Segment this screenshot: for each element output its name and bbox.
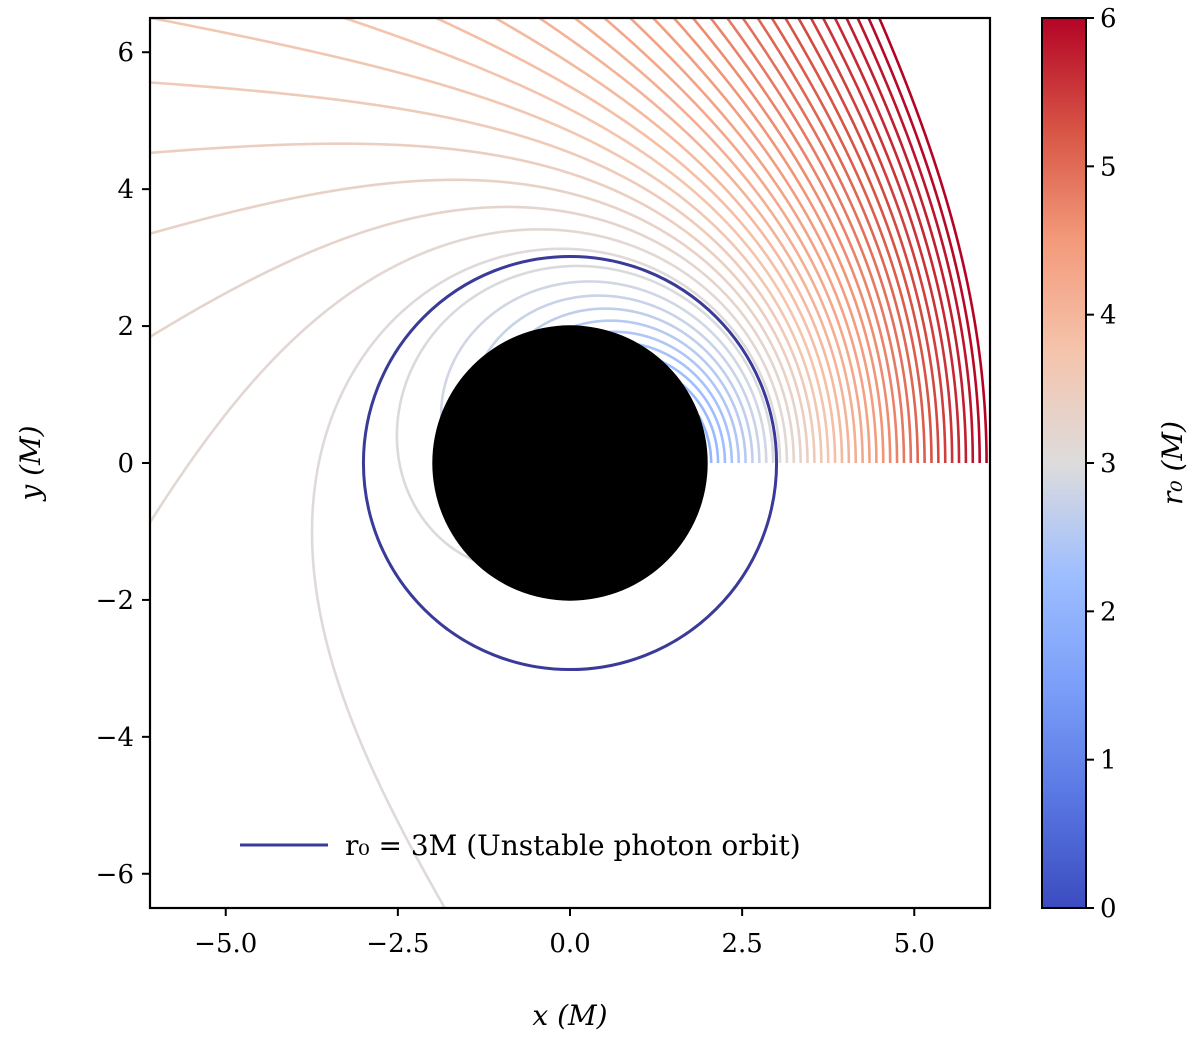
- geodesic-line: [651, 18, 878, 463]
- x-tick-label: −2.5: [366, 929, 429, 959]
- geodesic-line: [602, 18, 864, 463]
- geodesic-line: [725, 18, 906, 463]
- photon-orbit-circle: [361, 254, 779, 672]
- geodesic-line: [697, 414, 713, 463]
- geodesic-line: [741, 18, 913, 463]
- y-tick-label: −2: [96, 586, 134, 616]
- colorbar-tick-label: 6: [1100, 4, 1117, 34]
- geodesic-line: [856, 18, 975, 463]
- y-axis-ticks: −6 −4 −2 0 2 4 6: [96, 38, 150, 890]
- x-tick-label: 5.0: [894, 929, 935, 959]
- geodesic-line: [636, 342, 734, 463]
- geodesic-line: [484, 294, 761, 463]
- geodesic-line: [844, 18, 968, 463]
- geodesic-line: [681, 383, 720, 463]
- geodesic-line: [150, 81, 816, 464]
- colorbar-tick-label: 5: [1100, 152, 1117, 182]
- y-tick-label: −4: [96, 723, 134, 753]
- geodesic-line: [150, 142, 809, 463]
- x-tick-label: 2.5: [721, 929, 762, 959]
- x-tick-label: 0.0: [549, 929, 590, 959]
- colorbar-gradient: [1041, 17, 1087, 909]
- x-axis-label: x (M): [532, 999, 607, 1032]
- geodesic-line: [150, 178, 802, 464]
- geodesic-line: [821, 18, 954, 463]
- colorbar-label: r₀ (M): [1156, 421, 1189, 505]
- geodesic-line: [833, 18, 961, 464]
- geodesic-line: [572, 18, 858, 463]
- y-tick-label: 6: [117, 38, 134, 68]
- legend-label-photon-orbit: r₀ = 3M (Unstable photon orbit): [345, 829, 801, 862]
- geodesic-line: [340, 18, 830, 463]
- geodesic-line: [628, 18, 871, 463]
- colorbar-tick-label: 1: [1100, 746, 1117, 776]
- colorbar-tick-label: 2: [1100, 597, 1117, 627]
- plot-area: −5.0 −2.5 0.0 2.5 5.0 −6 −4 −2 0 2 4 6 x (M) y (M)…: [14, 16, 992, 1032]
- colorbar-ticks: 0 1 2 3 4 5 6: [1086, 4, 1117, 924]
- geodesic-line: [150, 228, 789, 525]
- colorbar-tick-label: 3: [1100, 449, 1117, 479]
- x-axis-ticks: −5.0 −2.5 0.0 2.5 5.0: [194, 908, 935, 959]
- geodesic-line: [150, 205, 796, 463]
- y-tick-label: 0: [117, 449, 134, 479]
- geodesic-line: [537, 18, 851, 463]
- geodesic-line: [796, 18, 940, 463]
- geodesic-line: [756, 18, 919, 463]
- geodesic-line: [672, 18, 885, 463]
- geodesic-line: [783, 18, 933, 464]
- geodesic-line: [660, 360, 727, 463]
- geodesic-line: [395, 264, 775, 562]
- black-hole-layer: [361, 254, 779, 672]
- geodesic-line: [867, 18, 981, 463]
- y-tick-label: 4: [117, 175, 134, 205]
- y-tick-label: 2: [117, 312, 134, 342]
- y-axis-label: y (M): [14, 425, 47, 502]
- x-tick-label: −5.0: [194, 929, 257, 959]
- geodesic-line: [439, 280, 768, 463]
- legend: r₀ = 3M (Unstable photon orbit): [240, 829, 801, 862]
- geodesic-line: [770, 18, 926, 463]
- geodesic-line: [877, 18, 988, 463]
- geodesic-line: [709, 18, 899, 463]
- colorbar-tick-label: 4: [1100, 301, 1117, 331]
- geodesic-line: [531, 307, 754, 463]
- geodesic-line: [809, 18, 947, 464]
- geodesic-series: [150, 18, 988, 908]
- geodesic-line: [492, 18, 844, 463]
- black-hole-disk: [432, 325, 708, 601]
- geodesic-line: [432, 18, 837, 463]
- geodesic-line: [150, 18, 823, 463]
- geodesic-line: [572, 319, 747, 463]
- colorbar-tick-label: 0: [1100, 894, 1117, 924]
- y-tick-label: −6: [96, 860, 134, 890]
- geodesic-line: [608, 330, 740, 463]
- geodesic-line: [691, 18, 892, 463]
- geodesic-line: [310, 247, 782, 908]
- colorbar: 0 1 2 3 4 5 6 r₀ (M): [1041, 4, 1189, 924]
